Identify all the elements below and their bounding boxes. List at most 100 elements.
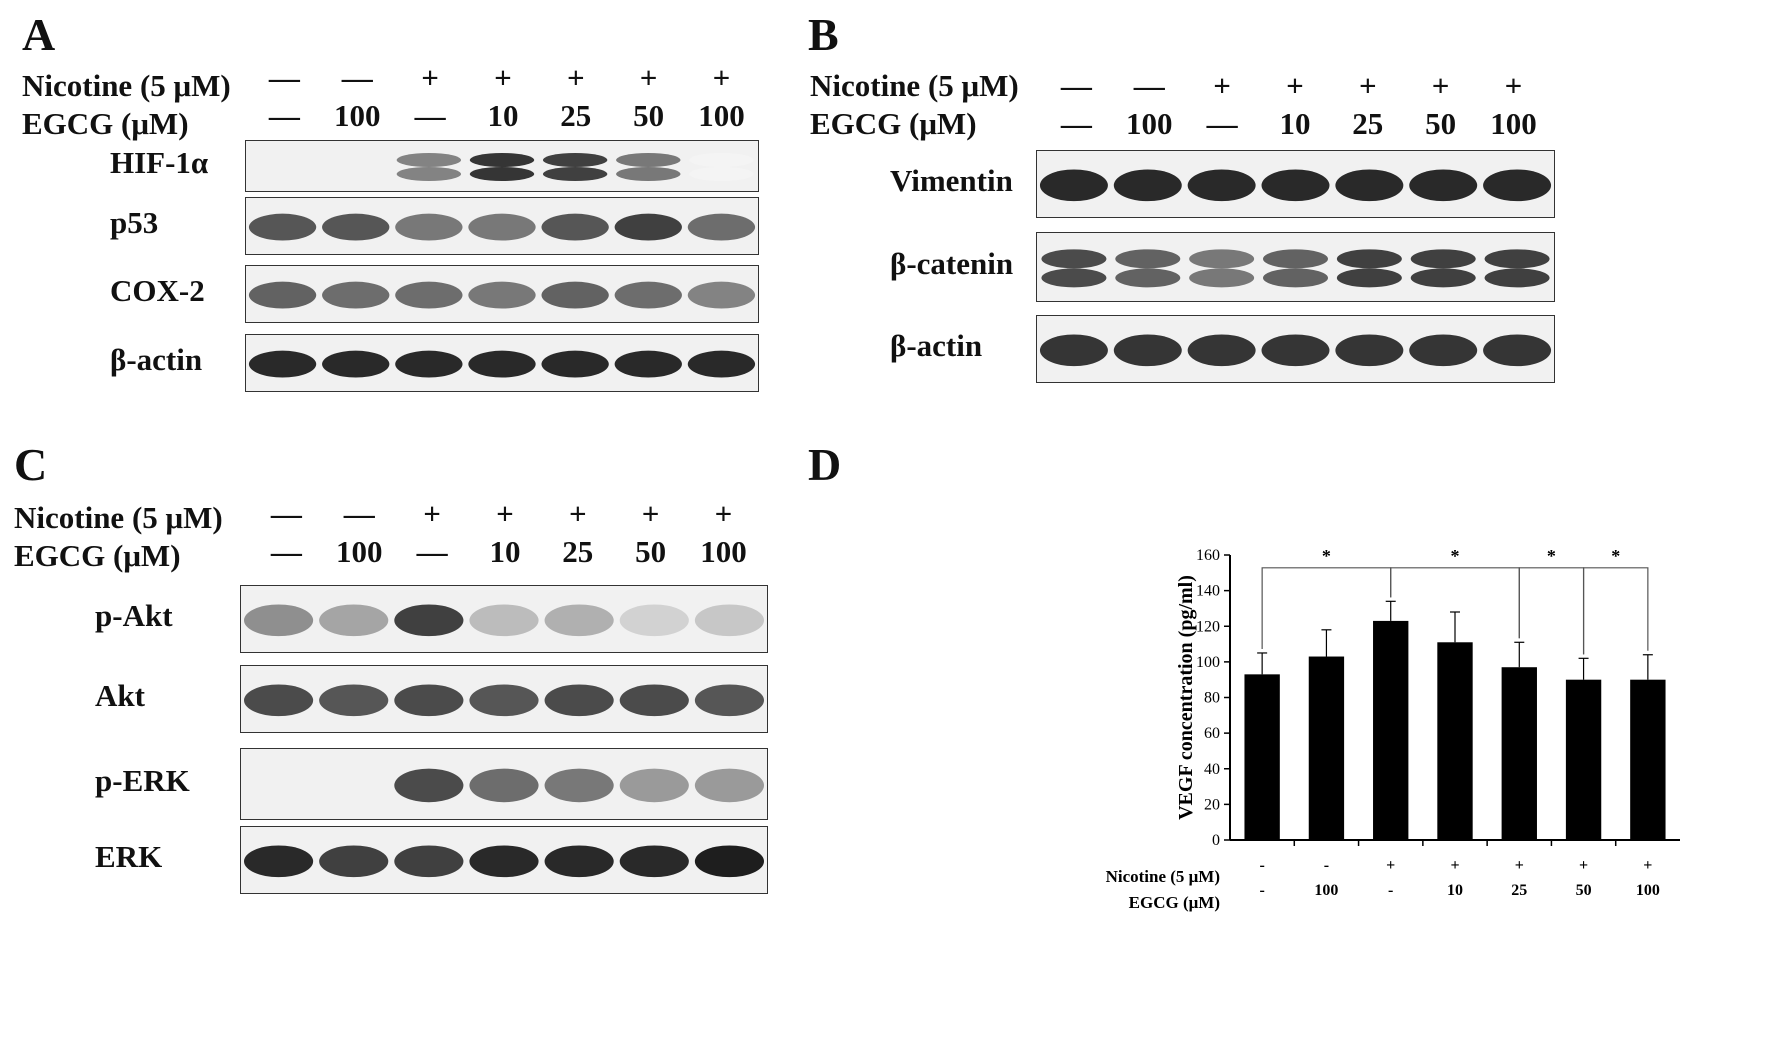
egcg-lane-1: —: [270, 534, 302, 569]
blot-band: [689, 153, 754, 167]
blot-strip: [1036, 315, 1555, 383]
blot-band: [1336, 249, 1402, 269]
blot-band: [396, 153, 462, 167]
x-nicotine-value: +: [1579, 857, 1588, 874]
blot-band: [468, 213, 536, 241]
panel-label: D: [808, 439, 842, 490]
nicotine-lane-7: +: [712, 60, 731, 95]
x-egcg-value: 25: [1511, 882, 1527, 899]
blot-band: [469, 768, 539, 803]
blot-band: [1189, 268, 1255, 288]
blot-strip: [240, 748, 768, 820]
blot-band: [1483, 169, 1552, 202]
blot-band: [541, 350, 609, 378]
x-nicotine-value: -: [1324, 857, 1329, 874]
blot-band: [394, 604, 464, 637]
y-tick-label: 60: [1204, 725, 1220, 742]
blot-band: [1409, 334, 1478, 367]
y-tick-label: 160: [1196, 547, 1220, 564]
y-tick-label: 80: [1204, 690, 1220, 707]
blot-band: [1335, 169, 1404, 202]
x-egcg-value: 100: [1314, 882, 1338, 899]
egcg-lane-6: 50: [635, 534, 667, 569]
blot-band: [619, 768, 689, 803]
nicotine-lane-4: +: [496, 496, 514, 531]
blot-band: [1263, 249, 1328, 269]
egcg-lane-7: 100: [698, 98, 745, 133]
blot-band: [395, 213, 463, 241]
blot-band: [1484, 268, 1550, 288]
bar: [1630, 679, 1666, 840]
blot-band: [469, 684, 539, 717]
egcg-lane-4: 10: [489, 534, 521, 569]
nicotine-lane-5: +: [1358, 68, 1377, 103]
nicotine-lane-2: —: [341, 60, 373, 95]
blot-band: [619, 845, 689, 878]
nicotine-lane-6: +: [639, 60, 658, 95]
nicotine-lane-5: +: [568, 496, 587, 531]
bar: [1244, 674, 1280, 840]
blot-band: [1187, 334, 1256, 367]
nicotine-lane-6: +: [1431, 68, 1450, 103]
blot-band: [694, 684, 764, 717]
blot-band: [1336, 268, 1402, 288]
blot-band: [244, 684, 314, 717]
blot-band: [1261, 334, 1330, 367]
blot-band: [1041, 268, 1107, 288]
blot-band: [396, 167, 462, 181]
blot-strip: [1036, 150, 1555, 218]
blot-band: [394, 845, 464, 878]
blot-row-label: HIF-1α: [110, 145, 209, 180]
blot-band: [319, 845, 389, 878]
blot-band: [1335, 334, 1404, 367]
blot-band: [542, 153, 608, 167]
egcg-lane-5: 25: [1352, 106, 1384, 141]
nicotine-lane-3: +: [1213, 68, 1231, 103]
blot-band: [1115, 249, 1181, 269]
blot-band: [1113, 334, 1182, 367]
blot-band: [319, 684, 389, 717]
significance-bracket: [1582, 567, 1649, 655]
egcg-lane-5: 25: [560, 98, 592, 133]
blot-band: [469, 167, 535, 181]
x-egcg-value: 50: [1576, 882, 1592, 899]
blot-band: [544, 845, 614, 878]
egcg-label: EGCG (μM): [810, 106, 977, 141]
blot-strip: [1036, 232, 1555, 302]
blot-row-label: β-actin: [890, 328, 983, 363]
panel-label: B: [808, 9, 839, 60]
egcg-lane-7: 100: [1490, 106, 1537, 141]
blot-strip: [245, 265, 759, 323]
y-tick-label: 20: [1204, 796, 1220, 813]
y-tick-label: 40: [1204, 761, 1220, 778]
x-row1-label: Nicotine (5 μM): [1106, 867, 1220, 886]
nicotine-lane-1: —: [268, 60, 300, 95]
blot-band: [1041, 249, 1107, 269]
x-egcg-value: -: [1388, 882, 1393, 899]
egcg-lane-6: 50: [633, 98, 665, 133]
nicotine-label: Nicotine (5 μM): [14, 500, 223, 535]
nicotine-lane-5: +: [566, 60, 585, 95]
blot-band: [687, 281, 756, 309]
blot-band: [469, 604, 539, 637]
blot-strip: [240, 585, 768, 653]
nicotine-lane-7: +: [1504, 68, 1523, 103]
nicotine-lane-4: +: [1286, 68, 1304, 103]
egcg-lane-4: 10: [1279, 106, 1311, 141]
blot-row-label: p-Akt: [95, 598, 173, 633]
blot-band: [694, 604, 764, 637]
egcg-lane-3: —: [1206, 106, 1238, 141]
blot-band: [544, 604, 614, 637]
panel-label: C: [14, 439, 48, 490]
blot-row-label: Akt: [95, 678, 145, 713]
egcg-label: EGCG (μM): [22, 106, 189, 141]
blot-band: [687, 350, 756, 378]
blot-band: [616, 167, 681, 181]
egcg-lane-2: 100: [336, 534, 383, 569]
x-egcg-value: 100: [1636, 882, 1660, 899]
blot-strip: [240, 826, 768, 894]
egcg-label: EGCG (μM): [14, 538, 181, 573]
blot-band: [619, 684, 689, 717]
nicotine-lane-2: —: [343, 496, 375, 531]
x-nicotine-value: +: [1515, 857, 1524, 874]
